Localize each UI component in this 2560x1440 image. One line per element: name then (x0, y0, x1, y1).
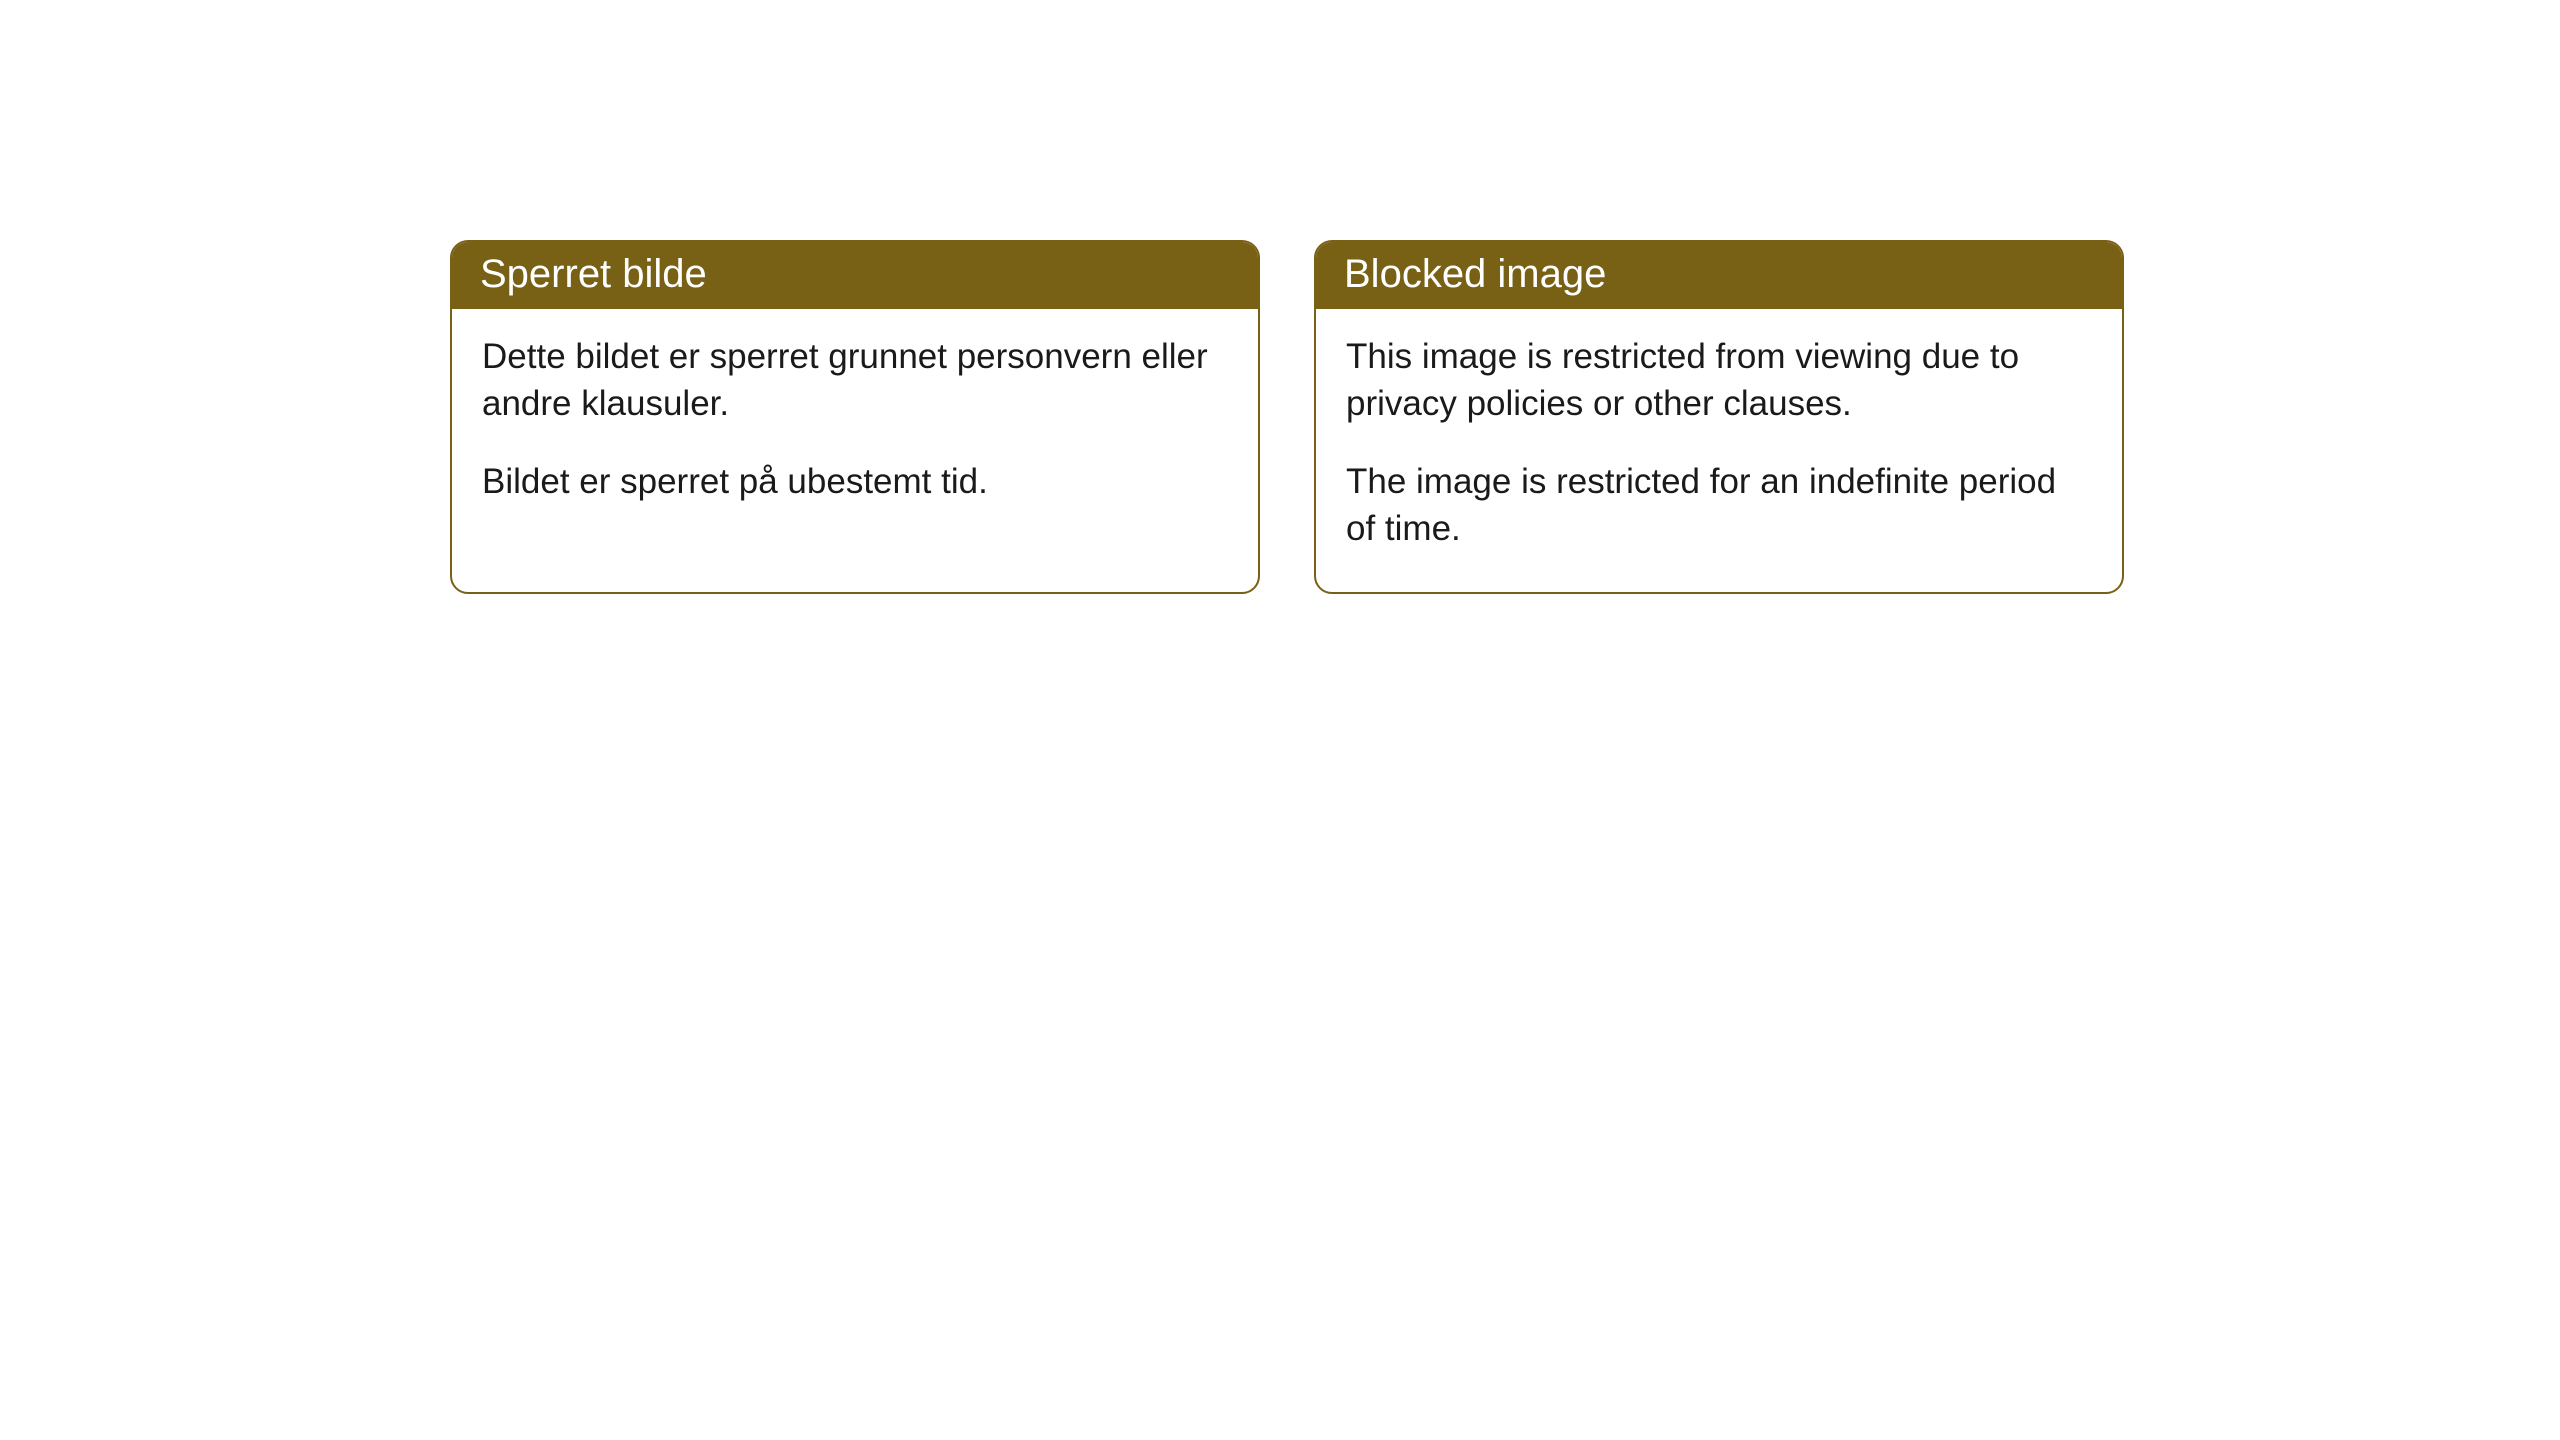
notice-card-norwegian: Sperret bilde Dette bildet er sperret gr… (450, 240, 1260, 594)
notice-cards-container: Sperret bilde Dette bildet er sperret gr… (450, 240, 2124, 594)
card-body: This image is restricted from viewing du… (1316, 309, 2122, 592)
card-title: Blocked image (1344, 252, 1606, 296)
card-paragraph: This image is restricted from viewing du… (1346, 333, 2092, 428)
card-header: Sperret bilde (452, 242, 1258, 309)
notice-card-english: Blocked image This image is restricted f… (1314, 240, 2124, 594)
card-title: Sperret bilde (480, 252, 707, 296)
card-paragraph: Dette bildet er sperret grunnet personve… (482, 333, 1228, 428)
card-header: Blocked image (1316, 242, 2122, 309)
card-paragraph: The image is restricted for an indefinit… (1346, 458, 2092, 553)
card-body: Dette bildet er sperret grunnet personve… (452, 309, 1258, 545)
card-paragraph: Bildet er sperret på ubestemt tid. (482, 458, 1228, 505)
